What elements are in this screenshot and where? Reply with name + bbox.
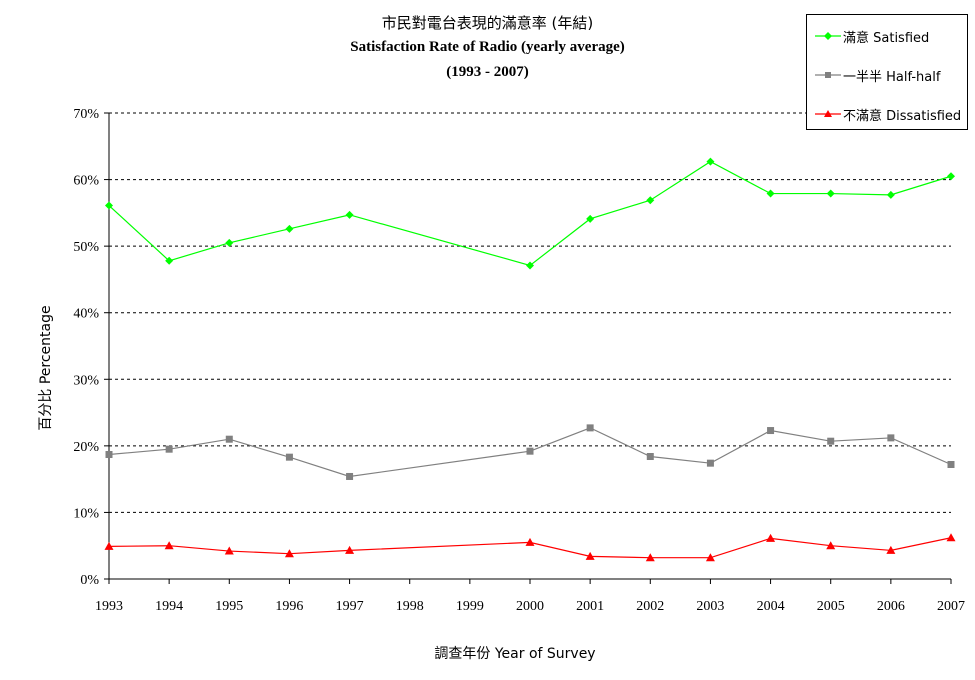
y-axis-ticks: 0% 10% 20% 30% 40% 50% 60% 70% — [73, 107, 109, 588]
data-point-square — [646, 453, 654, 461]
data-point-diamond — [345, 210, 354, 219]
data-point-square — [285, 453, 293, 461]
y-tick-label: 20% — [73, 440, 99, 455]
data-point-diamond — [526, 261, 534, 270]
x-tick-label: 2006 — [877, 599, 905, 614]
gridlines — [109, 112, 951, 513]
legend-item-half-half: 一半半 Half-half — [807, 65, 969, 85]
x-tick-label: 2001 — [576, 599, 604, 614]
data-point-square — [526, 447, 534, 455]
x-axis-ticks: 1993 1994 1995 1996 1997 1998 1999 2000 2001 2002… — [95, 579, 965, 614]
x-tick-label: 2004 — [757, 599, 785, 614]
data-point-triangle — [585, 551, 595, 560]
data-point-triangle — [164, 541, 174, 550]
x-axis-label: 調查年份 Year of Survey — [434, 646, 596, 662]
data-point-triangle — [224, 546, 234, 555]
legend-marker-dissatisfied — [815, 110, 841, 117]
x-tick-label: 1994 — [155, 599, 183, 614]
y-tick-label: 60% — [73, 174, 99, 189]
x-tick-label: 1997 — [336, 599, 364, 614]
data-point-triangle — [525, 537, 535, 546]
data-point-square — [827, 437, 835, 445]
legend-marker-satisfied — [815, 32, 841, 40]
data-point-diamond — [706, 157, 715, 166]
data-point-diamond — [646, 196, 655, 205]
legend-marker-half-half — [815, 72, 841, 78]
data-point-square — [767, 427, 775, 435]
data-point-triangle — [946, 533, 956, 542]
data-point-triangle — [766, 533, 776, 542]
data-point-triangle — [645, 553, 655, 562]
y-tick-label: 70% — [73, 107, 99, 122]
x-tick-label: 2005 — [817, 599, 845, 614]
x-tick-label: 1995 — [215, 599, 243, 614]
legend-item-dissatisfied: 不滿意 Dissatisfied — [807, 104, 969, 124]
legend-label-satisfied: 滿意 Satisfied — [843, 31, 930, 46]
x-tick-label: 1996 — [275, 599, 303, 614]
x-tick-label: 2002 — [636, 599, 664, 614]
data-point-triangle — [284, 549, 294, 558]
data-point-diamond — [947, 172, 955, 181]
x-tick-label: 1993 — [95, 599, 123, 614]
legend-label-dissatisfied: 不滿意 Dissatisfied — [843, 109, 962, 124]
data-point-diamond — [225, 238, 234, 247]
data-point-triangle — [826, 541, 836, 550]
data-point-square — [947, 460, 955, 468]
x-tick-label: 2007 — [937, 599, 965, 614]
x-tick-label: 1999 — [456, 599, 484, 614]
x-tick-label: 2003 — [696, 599, 724, 614]
data-series — [104, 157, 956, 562]
legend-label-half-half: 一半半 Half-half — [843, 70, 941, 85]
data-point-square — [346, 472, 354, 480]
chart-title-years: (1993 - 2007) — [446, 64, 529, 80]
data-point-square — [706, 459, 714, 467]
series-2 — [104, 533, 956, 562]
legend-item-satisfied: 滿意 Satisfied — [807, 26, 969, 46]
x-tick-label: 1998 — [396, 599, 424, 614]
series-0 — [105, 157, 955, 270]
data-point-square — [586, 424, 594, 432]
data-point-triangle — [886, 545, 896, 554]
data-point-diamond — [105, 201, 113, 210]
data-point-diamond — [165, 256, 174, 265]
y-tick-label: 0% — [80, 573, 99, 588]
data-point-square — [105, 451, 113, 459]
chart-title-english: Satisfaction Rate of Radio (yearly avera… — [350, 39, 625, 55]
y-tick-label: 10% — [73, 506, 99, 521]
axes — [108, 113, 951, 580]
data-point-triangle — [345, 545, 355, 554]
data-point-diamond — [586, 214, 595, 223]
data-point-diamond — [826, 189, 835, 198]
y-tick-label: 30% — [73, 373, 99, 388]
data-point-square — [225, 435, 233, 443]
y-axis-label: 百分比 Percentage — [38, 305, 54, 431]
y-tick-label: 50% — [73, 240, 99, 255]
data-point-triangle — [705, 553, 715, 562]
data-point-diamond — [886, 190, 895, 199]
y-tick-label: 40% — [73, 307, 99, 322]
x-tick-label: 2000 — [516, 599, 544, 614]
data-point-triangle — [104, 541, 114, 550]
data-point-diamond — [766, 189, 775, 198]
data-point-square — [165, 445, 173, 453]
series-1 — [105, 424, 955, 480]
chart-title-chinese: 市民對電台表現的滿意率 (年結) — [381, 14, 594, 32]
series-line — [108, 160, 952, 267]
data-point-square — [887, 434, 895, 442]
legend: 滿意 Satisfied 一半半 Half-half 不滿意 Dissatisf… — [806, 14, 968, 130]
data-point-diamond — [285, 224, 294, 233]
